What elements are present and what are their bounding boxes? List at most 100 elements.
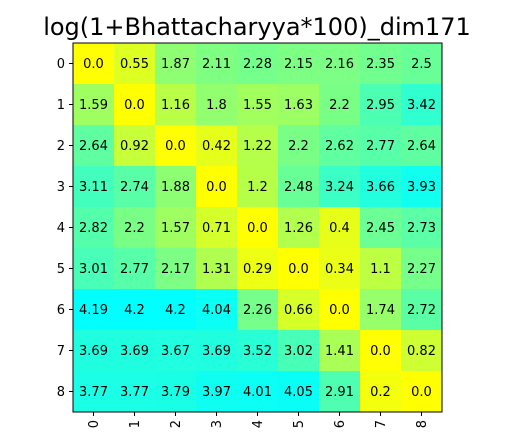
cell-value-label-7-0: 3.69 (79, 344, 108, 359)
heatmap-cell-6-6 (319, 289, 360, 330)
cell-value-label-7-6: 1.41 (325, 344, 354, 359)
cell-value-label-5-3: 1.31 (202, 262, 231, 277)
cell-value-label-5-2: 2.17 (161, 262, 190, 277)
cell-value-label-3-8: 3.93 (407, 180, 436, 195)
cell-value-label-5-0: 3.01 (79, 262, 108, 277)
cell-value-label-1-8: 3.42 (407, 98, 436, 113)
cell-value-label-2-8: 2.64 (407, 139, 436, 154)
heatmap-cell-3-2 (155, 166, 196, 207)
heatmap-cell-0-5 (278, 43, 319, 84)
cell-value-label-6-5: 0.66 (284, 303, 313, 318)
cell-value-label-1-0: 1.59 (79, 98, 108, 113)
x-tick-label-8: 8 (415, 420, 430, 428)
x-tick-label-4: 4 (251, 420, 266, 428)
cell-value-label-2-0: 2.64 (79, 139, 108, 154)
cell-value-label-6-2: 4.2 (165, 303, 186, 318)
cell-value-label-2-2: 0.0 (165, 139, 186, 154)
cell-value-label-8-1: 3.77 (120, 385, 149, 400)
heatmap-cell-4-4 (237, 207, 278, 248)
heatmap-cell-4-2 (155, 207, 196, 248)
heatmap-cell-4-3 (196, 207, 237, 248)
cell-value-label-7-8: 0.82 (407, 344, 436, 359)
cell-value-label-3-7: 3.66 (366, 180, 395, 195)
x-tick-label-6: 6 (333, 420, 348, 428)
heatmap-cell-6-5 (278, 289, 319, 330)
y-tick-label-7: 7 (57, 344, 65, 359)
cell-value-label-3-5: 2.48 (284, 180, 313, 195)
cell-value-label-0-3: 2.11 (202, 57, 231, 72)
heatmap-cell-0-4 (237, 43, 278, 84)
heatmap-cell-4-0 (73, 207, 114, 248)
heatmap-cell-1-1 (114, 84, 155, 125)
heatmap-cell-3-5 (278, 166, 319, 207)
cell-value-label-1-1: 0.0 (124, 98, 145, 113)
heatmap-cell-2-8 (401, 125, 442, 166)
cell-value-label-0-5: 2.15 (284, 57, 313, 72)
cell-value-label-2-6: 2.62 (325, 139, 354, 154)
heatmap-cell-3-8 (401, 166, 442, 207)
cell-value-label-4-3: 0.71 (202, 221, 231, 236)
heatmap-cell-8-5 (278, 371, 319, 412)
cell-value-label-2-7: 2.77 (366, 139, 395, 154)
heatmap-cell-2-4 (237, 125, 278, 166)
heatmap-cell-7-1 (114, 330, 155, 371)
y-tick-label-8: 8 (57, 385, 65, 400)
cell-value-label-3-3: 0.0 (206, 180, 227, 195)
heatmap-cell-2-3 (196, 125, 237, 166)
heatmap-cell-8-4 (237, 371, 278, 412)
chart-title: log(1+Bhattacharyya*100)_dim171 (43, 13, 471, 41)
y-tick-label-5: 5 (57, 262, 65, 277)
cell-value-label-5-4: 0.29 (243, 262, 272, 277)
cell-value-label-4-5: 1.26 (284, 221, 313, 236)
heatmap-cells (73, 43, 442, 412)
heatmap-cell-4-8 (401, 207, 442, 248)
heatmap-cell-7-2 (155, 330, 196, 371)
heatmap-cell-0-6 (319, 43, 360, 84)
cell-value-label-0-6: 2.16 (325, 57, 354, 72)
cell-value-label-4-2: 1.57 (161, 221, 190, 236)
heatmap-cell-7-6 (319, 330, 360, 371)
heatmap-cell-2-6 (319, 125, 360, 166)
heatmap-cell-5-2 (155, 248, 196, 289)
plot-frame (72, 42, 443, 413)
heatmap-cell-6-7 (360, 289, 401, 330)
heatmap-cell-0-2 (155, 43, 196, 84)
cell-value-label-1-3: 1.8 (206, 98, 227, 113)
heatmap-cell-8-1 (114, 371, 155, 412)
cell-value-label-8-6: 2.91 (325, 385, 354, 400)
y-tick-label-0: 0 (57, 57, 65, 72)
heatmap-cell-0-8 (401, 43, 442, 84)
cell-value-label-3-1: 2.74 (120, 180, 149, 195)
heatmap-cell-5-5 (278, 248, 319, 289)
x-tick-label-5: 5 (292, 420, 307, 428)
heatmap-cell-5-7 (360, 248, 401, 289)
cell-value-label-1-2: 1.16 (161, 98, 190, 113)
heatmap-cell-1-2 (155, 84, 196, 125)
heatmap-cell-8-0 (73, 371, 114, 412)
cell-value-label-4-7: 2.45 (366, 221, 395, 236)
cell-value-label-8-4: 4.01 (243, 385, 272, 400)
cell-value-label-7-5: 3.02 (284, 344, 313, 359)
heatmap-cell-6-3 (196, 289, 237, 330)
heatmap-cell-labels: 0.0 0.55 1.87 2.11 2.28 2.15 2.16 2.35 2.5 1.59 0.… (79, 57, 436, 400)
cell-value-label-4-6: 0.4 (329, 221, 350, 236)
y-axis: 0 1 2 3 4 5 6 7 8 (57, 57, 73, 400)
heatmap-cell-2-7 (360, 125, 401, 166)
heatmap-cell-7-4 (237, 330, 278, 371)
heatmap-cell-6-4 (237, 289, 278, 330)
heatmap-cell-4-5 (278, 207, 319, 248)
cell-value-label-4-0: 2.82 (79, 221, 108, 236)
heatmap-cell-2-5 (278, 125, 319, 166)
y-tick-label-1: 1 (57, 98, 65, 113)
heatmap-cell-8-2 (155, 371, 196, 412)
cell-value-label-4-4: 0.0 (247, 221, 268, 236)
heatmap-cell-3-7 (360, 166, 401, 207)
cell-value-label-0-2: 1.87 (161, 57, 190, 72)
cell-value-label-7-1: 3.69 (120, 344, 149, 359)
heatmap-cell-1-8 (401, 84, 442, 125)
y-tick-label-2: 2 (57, 139, 65, 154)
heatmap-cell-5-4 (237, 248, 278, 289)
heatmap-cell-2-0 (73, 125, 114, 166)
y-tick-label-3: 3 (57, 180, 65, 195)
